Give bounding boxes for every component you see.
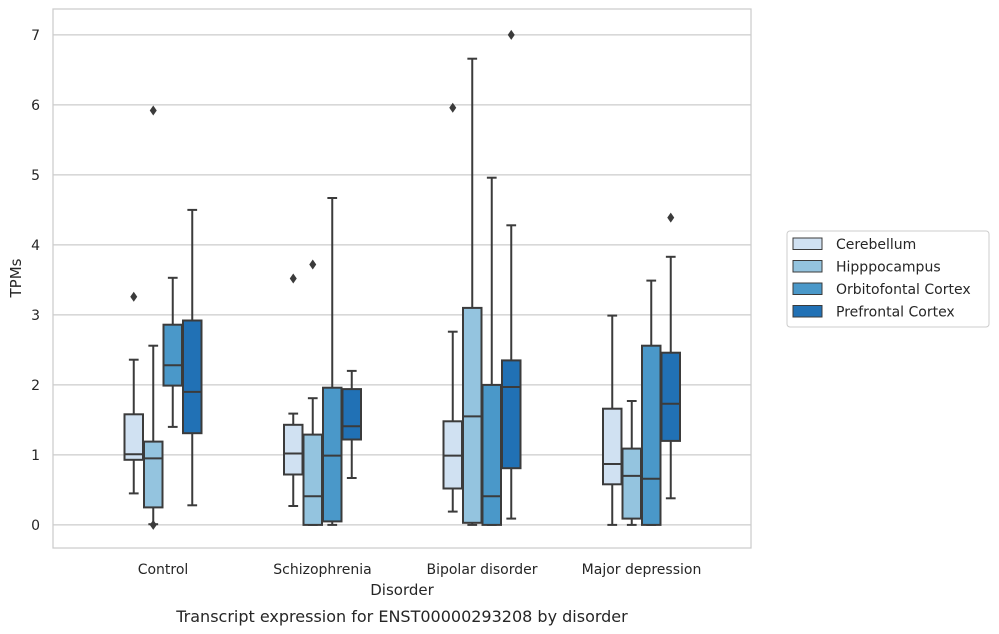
- x-axis-ticks: Control Schizophrenia Bipolar disorder Majo…: [138, 562, 702, 578]
- series-orbitofontal-cortex: [162, 176, 662, 526]
- legend-label: Hipppocampus: [836, 260, 941, 276]
- box: [621, 400, 642, 526]
- outlier-point: [309, 259, 317, 270]
- plot-frame: [52, 8, 752, 549]
- outlier-point: [149, 519, 157, 530]
- series-cerebellum: [123, 102, 623, 526]
- box: [182, 208, 203, 507]
- box: [462, 57, 483, 526]
- y-tick-label: 2: [31, 378, 40, 394]
- chart-caption: Transcript expression for ENST0000029320…: [175, 607, 628, 626]
- legend-item: Prefrontal Cortex: [792, 305, 955, 321]
- box-body: [481, 383, 502, 526]
- legend-label: Orbitofontal Cortex: [836, 282, 971, 298]
- legend-frame: [786, 230, 990, 328]
- box-body: [602, 407, 623, 486]
- box: [442, 102, 463, 513]
- series-hipppocampus: [143, 57, 642, 530]
- y-tick-label: 5: [31, 168, 40, 184]
- y-axis-ticks: 0 1 2 3 4 5 6 7: [31, 28, 40, 534]
- box-body: [501, 359, 522, 470]
- legend-item: Orbitofontal Cortex: [792, 282, 971, 298]
- outlier-point: [449, 102, 457, 113]
- box-body: [302, 433, 323, 526]
- box: [602, 314, 623, 526]
- outlier-point: [667, 212, 675, 223]
- box: [302, 259, 323, 526]
- outlier-point: [289, 273, 297, 284]
- box: [322, 197, 343, 526]
- box-body: [660, 351, 681, 442]
- y-axis-label: TPMs: [7, 258, 25, 298]
- box-body: [322, 386, 343, 523]
- box: [501, 29, 522, 520]
- box-body: [123, 413, 144, 461]
- legend-swatch: [792, 305, 823, 318]
- box-body: [143, 440, 164, 509]
- box: [162, 276, 183, 428]
- box: [123, 291, 144, 495]
- legend-swatch: [792, 260, 823, 273]
- x-tick-label: Major depression: [582, 562, 702, 578]
- legend-swatch: [792, 282, 823, 295]
- legend-label: Prefrontal Cortex: [836, 305, 955, 321]
- series-prefrontal-cortex: [182, 29, 681, 520]
- box: [283, 273, 304, 507]
- box-body: [182, 319, 203, 435]
- box: [641, 279, 662, 526]
- box-body: [341, 388, 362, 441]
- x-axis-label: Disorder: [370, 581, 434, 599]
- box: [341, 369, 362, 479]
- box: [660, 212, 681, 500]
- box-body: [641, 344, 662, 526]
- x-tick-label: Schizophrenia: [273, 562, 371, 578]
- box-plot-series: [123, 29, 681, 530]
- legend: Cerebellum Hipppocampus Orbitofontal Corte…: [786, 230, 990, 328]
- outlier-point: [149, 105, 157, 116]
- y-tick-label: 7: [31, 28, 40, 44]
- box-body: [162, 323, 183, 387]
- x-tick-label: Control: [138, 562, 189, 578]
- y-tick-label: 0: [31, 518, 40, 534]
- y-tick-label: 4: [31, 238, 40, 254]
- outlier-point: [507, 29, 515, 40]
- y-tick-label: 3: [31, 308, 40, 324]
- y-tick-label: 6: [31, 98, 40, 114]
- y-tick-label: 1: [31, 448, 40, 464]
- legend-label: Cerebellum: [836, 237, 916, 253]
- outlier-point: [130, 291, 138, 302]
- box-body: [462, 306, 483, 524]
- x-tick-label: Bipolar disorder: [426, 562, 537, 578]
- legend-swatch: [792, 237, 823, 250]
- box: [143, 105, 164, 530]
- box: [481, 176, 502, 526]
- legend-item: Hipppocampus: [792, 260, 941, 276]
- legend-item: Cerebellum: [792, 237, 916, 253]
- box-body: [283, 423, 304, 476]
- box-body: [621, 447, 642, 520]
